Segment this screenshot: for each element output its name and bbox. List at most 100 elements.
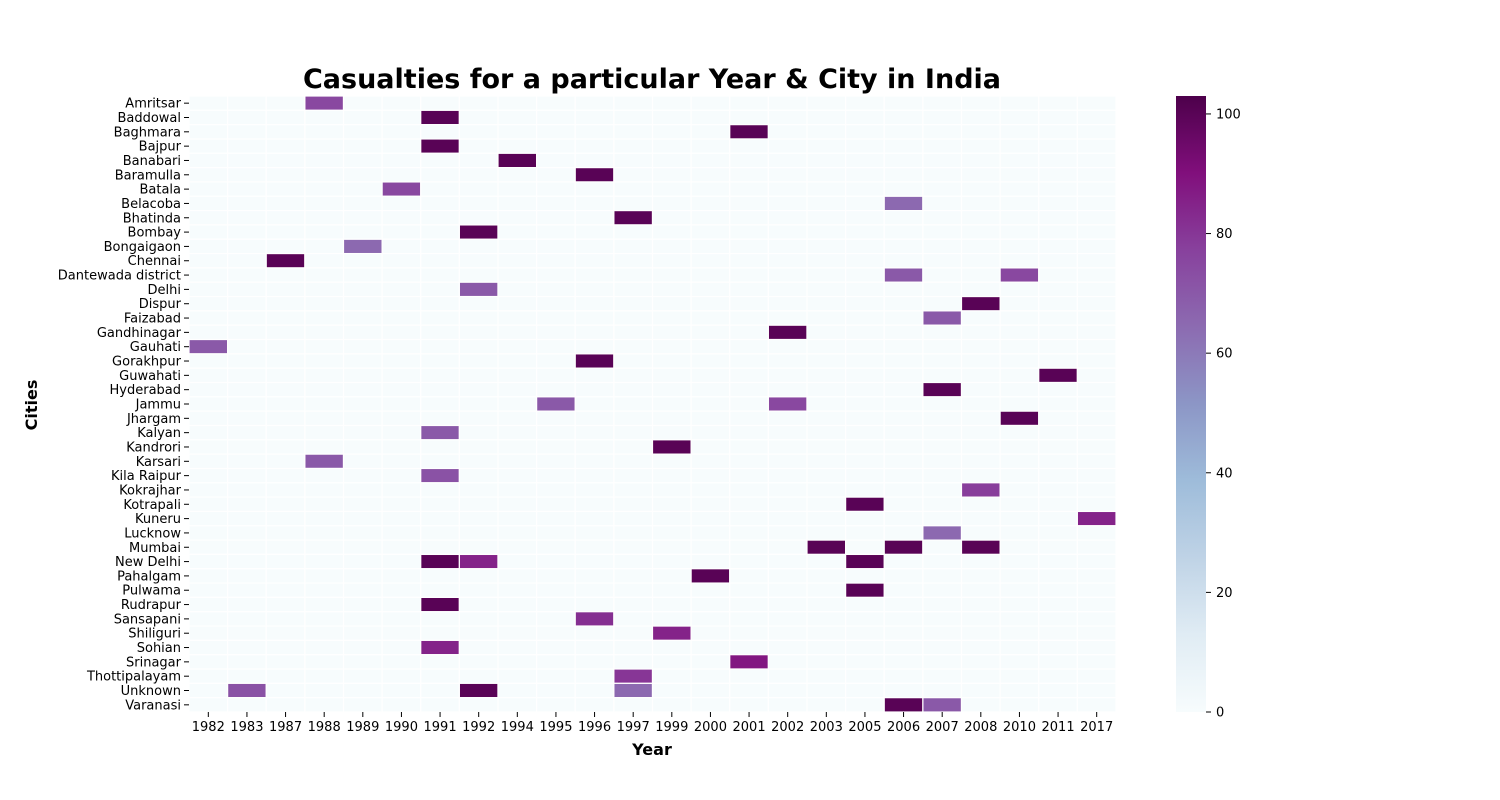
heatmap-cell: [883, 582, 924, 599]
heatmap-cell: [227, 424, 267, 441]
heatmap-cell: [999, 338, 1040, 355]
heatmap-cell: [690, 525, 731, 541]
heatmap-cell: [497, 109, 538, 126]
heatmap-cell: [342, 353, 383, 369]
heatmap-cell: [342, 167, 383, 183]
heatmap-cell: [458, 510, 499, 527]
heatmap-cell: [574, 424, 615, 441]
heatmap-cell: [458, 324, 499, 341]
heatmap-cell: [227, 396, 267, 412]
heatmap-cell-filled: [188, 338, 229, 355]
heatmap-cell: [342, 210, 383, 226]
heatmap-cell: [188, 396, 229, 412]
heatmap-cell: [1038, 195, 1078, 212]
colorbar-tick-label: 100: [1216, 107, 1241, 122]
heatmap-cell: [381, 396, 422, 412]
heatmap-cell: [1076, 611, 1117, 627]
heatmap-cell: [729, 596, 769, 613]
heatmap-cell: [806, 95, 847, 111]
heatmap-cell: [845, 281, 885, 298]
heatmap-cell: [1038, 639, 1078, 656]
heatmap-cell: [806, 381, 847, 398]
heatmap-cell: [458, 439, 499, 455]
heatmap-cell: [536, 568, 576, 584]
heatmap-cell-filled: [922, 381, 963, 398]
colorbar-tick-label: 80: [1216, 227, 1233, 242]
heatmap-cell: [536, 281, 576, 298]
heatmap-cell: [767, 410, 808, 427]
heatmap-cell: [960, 396, 1001, 412]
heatmap-cell: [651, 482, 692, 498]
y-tick-label: Lucknow: [124, 526, 181, 541]
heatmap-cell: [690, 138, 731, 154]
heatmap-cell: [613, 267, 654, 283]
heatmap-cell: [304, 267, 345, 283]
heatmap-cell: [342, 539, 383, 556]
heatmap-cell: [188, 210, 229, 226]
heatmap-cell: [304, 324, 345, 341]
heatmap-cell: [1038, 553, 1078, 570]
heatmap-cell: [613, 138, 654, 154]
heatmap-cell: [381, 167, 422, 183]
heatmap-cell: [613, 482, 654, 498]
heatmap-cell: [227, 654, 267, 670]
heatmap-cell: [613, 525, 654, 541]
heatmap-cell: [922, 682, 963, 699]
heatmap-cell-filled: [729, 654, 769, 670]
heatmap-cell: [729, 568, 769, 584]
heatmap-cell: [767, 267, 808, 283]
heatmap-cell: [613, 238, 654, 255]
heatmap-cell: [265, 95, 306, 111]
heatmap-cell-filled: [651, 439, 692, 455]
heatmap-cell: [381, 109, 422, 126]
heatmap-cell: [690, 582, 731, 599]
heatmap-cell: [767, 682, 808, 699]
heatmap-cell: [767, 353, 808, 369]
y-tick-label: Shiliguri: [128, 627, 181, 642]
heatmap-cell-filled: [767, 324, 808, 341]
heatmap-cell: [883, 338, 924, 355]
heatmap-cell: [767, 281, 808, 298]
heatmap-cell-filled: [845, 553, 885, 570]
heatmap-cell: [381, 224, 422, 240]
heatmap-cell: [1076, 238, 1117, 255]
y-tick-label: Dantewada district: [58, 269, 181, 284]
heatmap-cell: [806, 210, 847, 226]
heatmap-cell: [574, 295, 615, 312]
heatmap-cell: [536, 453, 576, 470]
heatmap-cell: [999, 224, 1040, 240]
heatmap-cell: [420, 353, 460, 369]
heatmap-cell: [651, 553, 692, 570]
heatmap-cell: [806, 353, 847, 369]
heatmap-cell: [922, 252, 963, 269]
heatmap-cell: [1038, 654, 1078, 670]
heatmap-cell: [922, 210, 963, 226]
heatmap-cell: [381, 410, 422, 427]
heatmap-cell: [729, 167, 769, 183]
heatmap-cell: [845, 124, 885, 140]
y-tick-label: Rudrapur: [121, 598, 182, 613]
heatmap-cell: [304, 611, 345, 627]
heatmap-cell: [574, 410, 615, 427]
heatmap-cell: [806, 697, 847, 713]
heatmap-cell: [536, 167, 576, 183]
heatmap-cell: [767, 238, 808, 255]
heatmap-cell: [729, 525, 769, 541]
y-tick-label: Kila Raipur: [111, 469, 182, 484]
heatmap-cell: [420, 224, 460, 240]
heatmap-cell: [574, 95, 615, 111]
heatmap-cell: [767, 539, 808, 556]
heatmap-cell: [960, 353, 1001, 369]
heatmap-cell: [729, 553, 769, 570]
heatmap-cell: [188, 654, 229, 670]
heatmap-cell: [188, 525, 229, 541]
heatmap-cell: [767, 95, 808, 111]
heatmap-cell: [188, 310, 229, 326]
heatmap-cell: [845, 525, 885, 541]
heatmap-cell: [883, 324, 924, 341]
heatmap-cell: [574, 252, 615, 269]
heatmap-cell: [767, 424, 808, 441]
heatmap-cell: [960, 138, 1001, 154]
heatmap-cell: [188, 510, 229, 527]
heatmap-cell: [845, 353, 885, 369]
